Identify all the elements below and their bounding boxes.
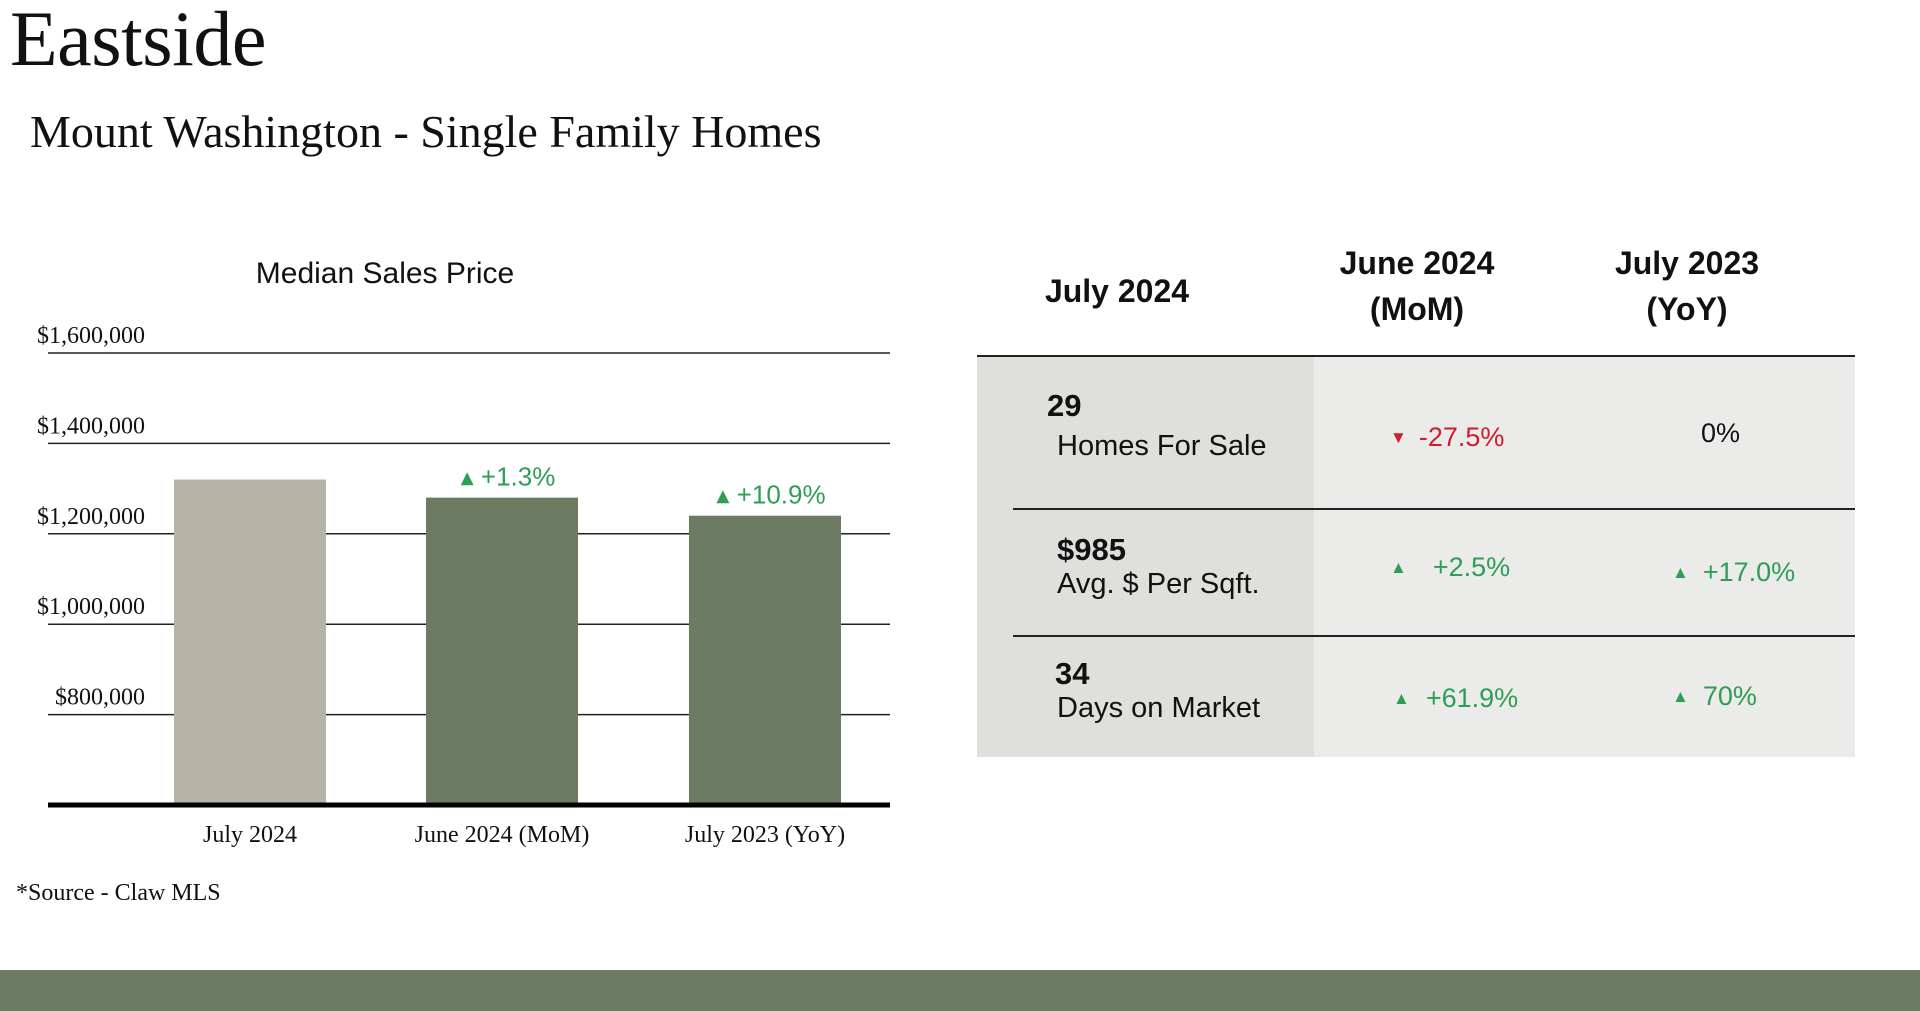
header-yoy: July 2023 (YoY) (1567, 240, 1807, 332)
change-yoy: 0% (1701, 418, 1740, 449)
metric-label: Homes For Sale (1057, 430, 1267, 462)
y-tick-label: $1,400,000 (37, 413, 145, 439)
region-title: Eastside (10, 0, 266, 82)
change-value: 70% (1702, 681, 1757, 711)
source-note: *Source - Claw MLS (16, 880, 221, 906)
x-category-label: July 2024 (203, 822, 297, 848)
chart-title: Median Sales Price (255, 257, 515, 290)
label-column-bg (977, 356, 1314, 757)
bar (689, 515, 841, 805)
header-mom-line2: (MoM) (1369, 291, 1465, 327)
x-category-label: July 2023 (YoY) (685, 822, 845, 848)
triangle-up-icon: ▲ (1390, 558, 1407, 577)
row-divider (1013, 508, 1855, 510)
triangle-up-icon: ▲ (1672, 563, 1689, 582)
change-yoy: ▲ 70% (1672, 681, 1757, 712)
header-current-label: July 2024 (1044, 273, 1190, 309)
yoy-column-bg (1559, 356, 1855, 757)
y-tick-label: $800,000 (55, 685, 145, 711)
y-tick-label: $1,000,000 (37, 594, 145, 620)
metric-label: Days on Market (1057, 692, 1261, 724)
mom-column-bg (1314, 356, 1559, 757)
header-divider (977, 355, 1855, 357)
footer-band (0, 970, 1920, 1011)
triangle-up-icon: ▲ (1672, 687, 1689, 706)
header-mom: June 2024 (MoM) (1297, 240, 1537, 332)
row-divider (1013, 635, 1855, 637)
change-value: -27.5% (1418, 422, 1505, 452)
change-value: +61.9% (1425, 683, 1519, 713)
header-current: July 2024 (997, 268, 1237, 314)
header-mom-line1: June 2024 (1339, 245, 1495, 281)
header-yoy-line2: (YoY) (1646, 291, 1728, 327)
x-category-label: June 2024 (MoM) (415, 822, 590, 848)
median-sales-price-chart: $800,000 $1,000,000 $1,200,000 $1,400,000 $1… (37, 323, 890, 848)
header-yoy-line1: July 2023 (1614, 245, 1760, 281)
triangle-down-icon: ▼ (1390, 428, 1407, 447)
triangle-up-icon: ▲ (1393, 689, 1410, 708)
change-value: +17.0% (1702, 557, 1796, 587)
y-tick-label: $1,600,000 (37, 323, 145, 349)
metric-value: $985 (1057, 532, 1126, 567)
y-tick-label: $1,200,000 (37, 504, 145, 530)
bar-data-label: ▴ +1.3% (461, 462, 556, 492)
change-yoy: ▲ +17.0% (1672, 557, 1795, 588)
bar (426, 497, 578, 805)
change-mom: ▼ -27.5% (1390, 422, 1504, 453)
change-value: 0% (1701, 418, 1741, 448)
bar (174, 479, 326, 805)
bar-data-label: ▴ +10.9% (716, 480, 825, 510)
metric-label: Avg. $ Per Sqft. (1057, 568, 1260, 600)
metric-value: 34 (1055, 656, 1090, 691)
metric-value: 29 (1047, 388, 1082, 423)
page-subtitle: Mount Washington - Single Family Homes (30, 106, 822, 157)
change-mom: ▲ +2.5% (1390, 552, 1510, 583)
change-mom: ▲ +61.9% (1393, 683, 1518, 714)
change-value: +2.5% (1432, 552, 1511, 582)
